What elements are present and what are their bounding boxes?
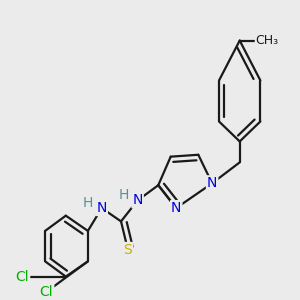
Text: N: N [97, 201, 107, 215]
Text: N: N [207, 176, 217, 190]
Text: CH₃: CH₃ [256, 34, 279, 47]
Text: H: H [83, 196, 93, 210]
Text: Cl: Cl [40, 285, 53, 299]
Text: S: S [124, 243, 132, 257]
Text: N: N [132, 194, 143, 207]
Text: H: H [119, 188, 129, 202]
Text: N: N [171, 201, 181, 215]
Text: Cl: Cl [16, 270, 29, 283]
